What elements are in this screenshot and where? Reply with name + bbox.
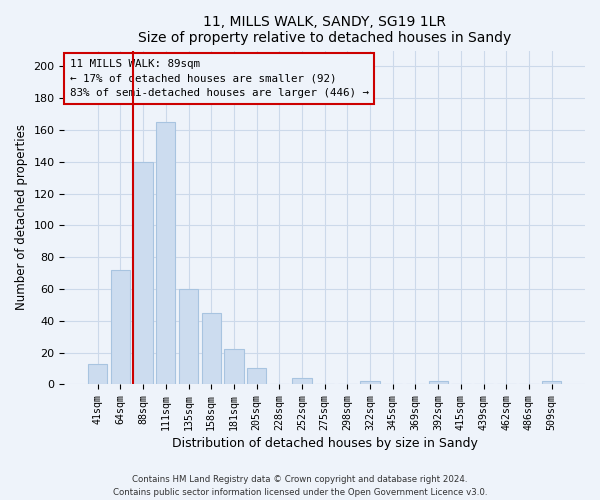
Bar [361, 381, 380, 384]
Bar [224, 350, 244, 384]
Bar [156, 122, 175, 384]
Bar [111, 270, 130, 384]
Bar [542, 381, 562, 384]
Bar [202, 313, 221, 384]
X-axis label: Distribution of detached houses by size in Sandy: Distribution of detached houses by size … [172, 437, 478, 450]
Bar [179, 289, 198, 384]
Y-axis label: Number of detached properties: Number of detached properties [15, 124, 28, 310]
Bar [428, 381, 448, 384]
Bar [88, 364, 107, 384]
Bar [133, 162, 153, 384]
Bar [292, 378, 311, 384]
Bar [247, 368, 266, 384]
Text: Contains HM Land Registry data © Crown copyright and database right 2024.
Contai: Contains HM Land Registry data © Crown c… [113, 476, 487, 497]
Text: 11 MILLS WALK: 89sqm
← 17% of detached houses are smaller (92)
83% of semi-detac: 11 MILLS WALK: 89sqm ← 17% of detached h… [70, 59, 368, 98]
Title: 11, MILLS WALK, SANDY, SG19 1LR
Size of property relative to detached houses in : 11, MILLS WALK, SANDY, SG19 1LR Size of … [138, 15, 511, 45]
